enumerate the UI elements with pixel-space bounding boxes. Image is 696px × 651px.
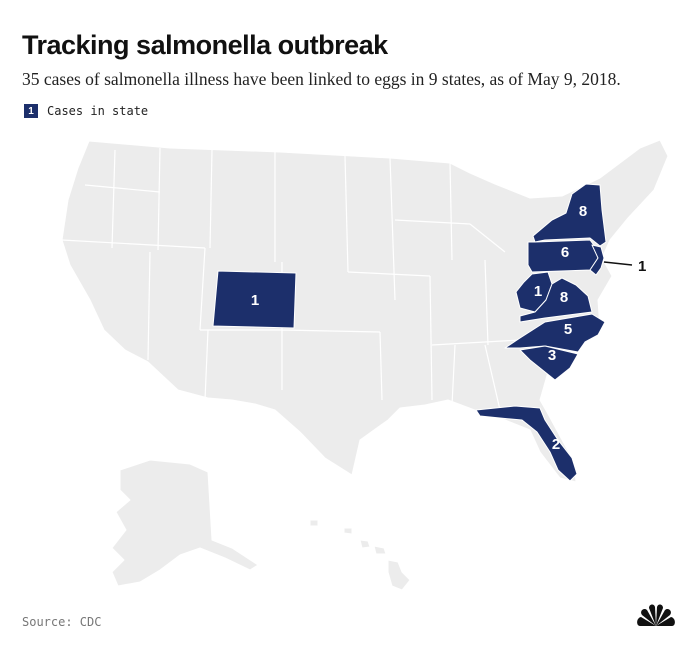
state-borders (61, 147, 521, 411)
case-count-florida: 2 (552, 436, 560, 453)
case-count-pennsylvania: 6 (561, 244, 569, 261)
state-virginia (519, 277, 593, 323)
case-count-south-carolina: 3 (548, 347, 556, 364)
state-colorado (212, 270, 297, 329)
legend-label: Cases in state (47, 104, 149, 118)
legend: 1 Cases in state (24, 104, 148, 118)
case-count-virginia: 8 (560, 289, 568, 306)
source-note: Source: CDC (22, 615, 102, 629)
state-new-york (532, 183, 607, 247)
case-count-colorado: 1 (251, 292, 259, 309)
legend-swatch: 1 (24, 104, 38, 118)
case-count-west-virginia: 1 (534, 283, 542, 300)
case-count-north-carolina: 5 (564, 321, 572, 338)
state-north-carolina (504, 313, 606, 353)
hawaii (309, 519, 411, 591)
case-count-new-jersey: 1 (638, 258, 646, 275)
nbc-peacock-icon (637, 604, 675, 626)
state-florida (475, 405, 578, 482)
state-new-jersey (589, 244, 605, 276)
alaska (111, 459, 259, 587)
new-jersey-callout-line (603, 261, 633, 266)
map-title: Tracking salmonella outbreak (22, 30, 388, 60)
map-subtitle: 35 cases of salmonella illness have been… (22, 69, 621, 89)
case-count-new-york: 8 (579, 203, 587, 220)
state-south-carolina (519, 345, 579, 381)
